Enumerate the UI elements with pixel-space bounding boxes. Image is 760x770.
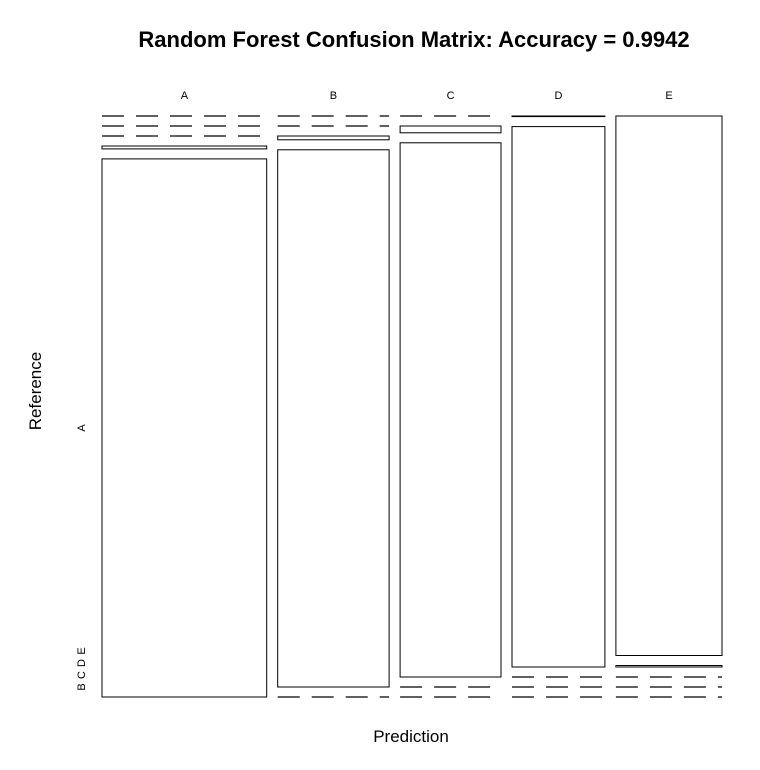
cell-pred-c-ref-c: [399, 142, 502, 678]
cell-pred-b-ref-b: [277, 149, 390, 688]
y-axis-title: Reference: [26, 352, 45, 430]
y-tick-label-a: A: [76, 424, 88, 432]
y-tick-label-b: B: [76, 683, 88, 690]
x-tick-label-c: C: [447, 90, 455, 102]
mosaic-cells: [101, 115, 723, 698]
x-tick-label-a: A: [181, 90, 189, 102]
x-axis-title: Prediction: [373, 727, 449, 746]
cell-pred-e-ref-e: [615, 115, 723, 656]
cell-pred-a-ref-a: [101, 158, 268, 698]
cell-pred-b-ref-c: [277, 135, 390, 141]
x-tick-label-b: B: [330, 90, 337, 102]
cell-pred-d-ref-e: [511, 115, 606, 118]
cell-pred-a-ref-b: [101, 145, 268, 150]
x-tick-label-e: E: [665, 90, 672, 102]
cell-pred-e-ref-d: [615, 665, 723, 668]
chart-title: Random Forest Confusion Matrix: Accuracy…: [138, 27, 689, 52]
x-tick-labels: A B C D E: [181, 90, 673, 102]
cell-pred-c-ref-d: [399, 125, 502, 134]
x-tick-label-d: D: [555, 90, 563, 102]
y-tick-label-c: C: [76, 671, 88, 679]
y-tick-label-e: E: [76, 647, 88, 654]
y-tick-label-d: D: [76, 659, 88, 667]
cell-pred-d-ref-d: [511, 126, 606, 668]
